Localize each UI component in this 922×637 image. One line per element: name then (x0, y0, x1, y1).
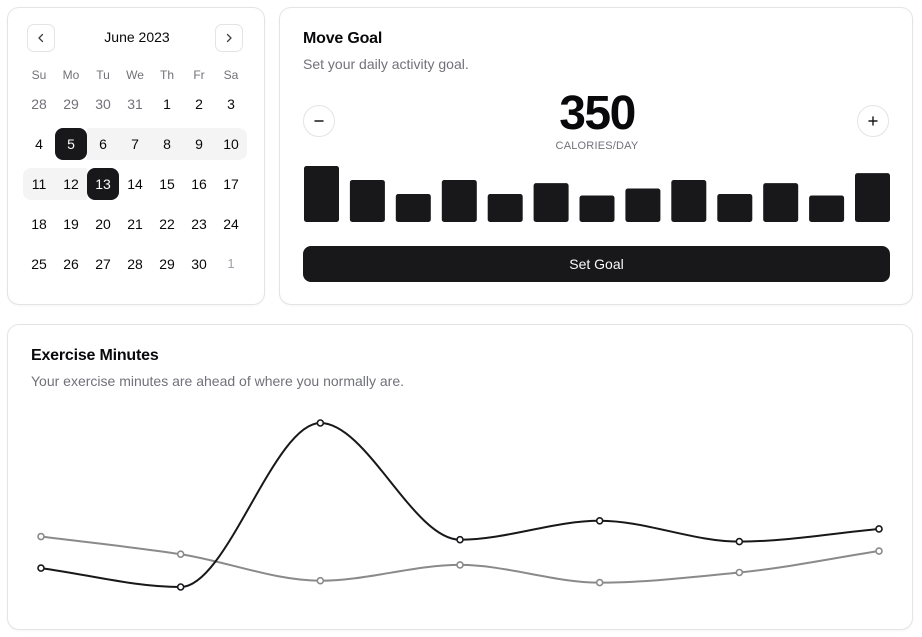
goal-bar (809, 195, 845, 222)
calendar-day[interactable]: 16 (191, 176, 207, 192)
calendar-day[interactable]: 14 (127, 176, 143, 192)
calendar-day[interactable]: 28 (127, 256, 143, 272)
goal-bar (625, 188, 661, 222)
calendar-day[interactable]: 30 (191, 256, 207, 272)
goal-bar (533, 183, 569, 222)
calendar-day[interactable]: 28 (31, 96, 47, 112)
data-point (735, 537, 744, 546)
calendar-day-selected[interactable]: 5 (55, 128, 87, 160)
goal-bar (717, 194, 753, 222)
set-goal-button[interactable]: Set Goal (303, 246, 890, 282)
calendar-day[interactable]: 4 (35, 136, 43, 152)
weekday-header: Su Mo Tu We Th Fr Sa (23, 64, 249, 86)
calendar-day[interactable]: 1 (227, 256, 235, 271)
chevron-right-icon (226, 33, 232, 43)
goal-bar (304, 166, 339, 222)
calendar-day[interactable]: 12 (55, 168, 87, 200)
calendar-day[interactable]: 15 (159, 176, 175, 192)
goal-bar (487, 194, 523, 222)
calendar-card: June 2023 Su Mo Tu We Th Fr Sa 28 29 30 31 1 2 3 4 5 6 7… (7, 7, 265, 305)
weekday-label: Sa (223, 68, 239, 82)
move-goal-title: Move Goal (303, 30, 383, 47)
calendar-day[interactable]: 11 (23, 168, 55, 200)
plus-icon (868, 116, 878, 126)
calendar-day[interactable]: 2 (195, 96, 203, 112)
exercise-title: Exercise Minutes (31, 347, 159, 364)
weekday-label: We (126, 68, 144, 82)
calendar-day[interactable]: 19 (63, 216, 79, 232)
exercise-line-chart (37, 419, 883, 591)
data-point (176, 583, 185, 591)
calendar-day[interactable]: 26 (63, 256, 79, 272)
calendar-day[interactable]: 10 (215, 128, 247, 160)
goal-bar-chart (304, 166, 890, 222)
calendar-week: 11 12 13 14 15 16 17 (23, 168, 249, 200)
weekday-label: Fr (193, 68, 205, 82)
calendar-day[interactable]: 29 (63, 96, 79, 112)
previous-month-button[interactable] (27, 24, 55, 52)
data-point (875, 547, 883, 555)
calendar-day-selected[interactable]: 13 (87, 168, 119, 200)
exercise-description: Your exercise minutes are ahead of where… (31, 373, 405, 389)
data-point (176, 550, 185, 558)
calendar-day[interactable]: 9 (183, 128, 215, 160)
calendar-day[interactable]: 6 (87, 128, 119, 160)
calendar-month-label: June 2023 (104, 29, 170, 45)
goal-unit-label: CALORIES/DAY (555, 140, 639, 152)
exercise-minutes-card: Exercise Minutes Your exercise minutes a… (7, 324, 913, 630)
weekday-label: Mo (62, 68, 80, 82)
move-goal-description: Set your daily activity goal. (303, 56, 469, 72)
calendar-grid: Su Mo Tu We Th Fr Sa 28 29 30 31 1 2 3 4 5 6 7 8 9 10 11 12 13… (23, 64, 249, 288)
calendar-week: 4 5 6 7 8 9 10 (23, 128, 249, 160)
weekday-label: Tu (96, 68, 110, 82)
goal-bar (395, 194, 431, 222)
calendar-day[interactable]: 24 (223, 216, 239, 232)
data-point (595, 516, 604, 525)
calendar-day[interactable]: 27 (95, 256, 111, 272)
data-point (316, 419, 325, 427)
increase-goal-button[interactable] (857, 105, 889, 137)
move-goal-card: Move Goal Set your daily activity goal. … (279, 7, 913, 305)
calendar-day[interactable]: 3 (227, 96, 235, 112)
decrease-goal-button[interactable] (303, 105, 335, 137)
goal-value: 350 (559, 87, 636, 140)
minus-icon (314, 120, 324, 122)
calendar-day[interactable]: 20 (95, 216, 111, 232)
goal-bar (349, 180, 385, 222)
calendar-week: 18 19 20 21 22 23 24 (23, 208, 249, 240)
calendar-weeks: 28 29 30 31 1 2 3 4 5 6 7 8 9 10 11 12 13 14 15 16 17 18 19 20 2… (23, 88, 249, 280)
calendar-day[interactable]: 30 (95, 96, 111, 112)
data-point (37, 564, 45, 572)
goal-bar (763, 183, 799, 222)
goal-bar (441, 180, 477, 222)
calendar-week: 25 26 27 28 29 30 1 (23, 248, 249, 280)
data-point (735, 568, 744, 577)
calendar-day[interactable]: 29 (159, 256, 175, 272)
calendar-day[interactable]: 25 (31, 256, 47, 272)
chevron-left-icon (38, 33, 44, 43)
calendar-week: 28 29 30 31 1 2 3 (23, 88, 249, 120)
data-point (875, 525, 883, 533)
data-point (456, 561, 464, 569)
goal-bar (855, 173, 890, 222)
data-point (456, 535, 464, 544)
series-line-0 (40, 421, 880, 589)
weekday-label: Su (31, 68, 47, 82)
calendar-day[interactable]: 22 (159, 216, 175, 232)
data-point (37, 532, 45, 541)
data-point (316, 576, 325, 585)
next-month-button[interactable] (215, 24, 243, 52)
calendar-day[interactable]: 31 (127, 96, 143, 112)
calendar-day[interactable]: 8 (151, 128, 183, 160)
data-point (595, 578, 604, 587)
weekday-label: Th (159, 68, 174, 82)
calendar-day[interactable]: 18 (31, 216, 47, 232)
calendar-day[interactable]: 1 (163, 96, 171, 112)
calendar-day[interactable]: 23 (191, 216, 207, 232)
calendar-day[interactable]: 21 (127, 216, 143, 232)
goal-bar (579, 195, 615, 222)
goal-bar (671, 180, 707, 222)
calendar-day[interactable]: 7 (119, 128, 151, 160)
calendar-day[interactable]: 17 (223, 176, 239, 192)
